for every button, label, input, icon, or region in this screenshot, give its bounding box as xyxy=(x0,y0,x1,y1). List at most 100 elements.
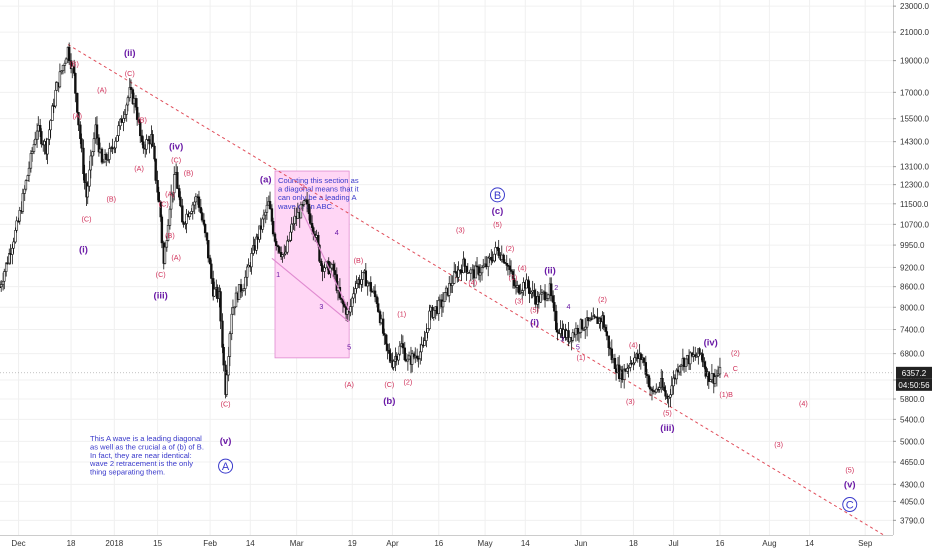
candle-body xyxy=(642,357,646,363)
candle-body xyxy=(531,290,534,293)
candle-body xyxy=(82,147,85,175)
candle-body xyxy=(321,265,324,272)
wave-label: (ii) xyxy=(124,48,136,59)
candle-body xyxy=(503,262,507,264)
wave-label: A xyxy=(724,371,729,380)
wave-label: (1) xyxy=(397,309,406,318)
candle-body xyxy=(488,256,491,259)
candle-body xyxy=(577,332,581,334)
candle-body xyxy=(163,246,167,264)
y-tick-label: 14300.0 xyxy=(900,138,929,147)
candle-body xyxy=(375,296,379,304)
candle-body xyxy=(178,188,181,198)
candle-body xyxy=(710,373,714,381)
y-tick-label: 8000.0 xyxy=(900,303,925,312)
candle-body xyxy=(419,351,422,360)
candle-body xyxy=(540,292,544,295)
y-tick-label: 3790.0 xyxy=(900,516,925,525)
wave-label: (ii) xyxy=(544,266,556,277)
candle-body xyxy=(245,266,249,278)
x-tick-label: Mar xyxy=(290,539,304,548)
candle-body xyxy=(420,344,423,353)
time-axis[interactable]: Dec 18 2018 15 Feb 14 Mar 19 Apr 16 May 14 Jun 18 Jul 1… xyxy=(11,539,872,548)
candle-body xyxy=(670,385,673,395)
candle-body xyxy=(354,288,357,295)
candle-body xyxy=(596,316,599,324)
wave-label: (A) xyxy=(134,164,144,173)
candle-body xyxy=(1,280,5,285)
candle-body xyxy=(604,326,607,332)
candle-body xyxy=(472,269,476,279)
candle-body xyxy=(140,135,144,143)
candle-body xyxy=(639,353,643,360)
candle-body xyxy=(156,180,159,193)
candle-body xyxy=(194,196,198,203)
wave-label: (A) xyxy=(344,380,354,389)
candle-body xyxy=(369,282,372,292)
candle-body xyxy=(193,201,196,206)
candle-body xyxy=(227,356,230,376)
current-price-label: 6357.2 xyxy=(902,369,927,378)
candle-body xyxy=(426,328,429,333)
candle-body xyxy=(647,375,651,387)
candle-body xyxy=(376,303,380,312)
candle-body xyxy=(701,353,704,363)
candle-body xyxy=(550,283,553,297)
wave-label: (A) xyxy=(165,189,175,198)
x-tick-label: 16 xyxy=(434,539,443,548)
candle-body xyxy=(18,210,21,222)
candle-body xyxy=(181,205,184,223)
candle-body xyxy=(497,247,500,256)
candle-body xyxy=(381,318,385,334)
candle-body xyxy=(522,282,525,291)
candle-body xyxy=(519,292,522,294)
wave-label: (iv) xyxy=(704,337,718,348)
candle-body xyxy=(506,265,510,267)
trendline[interactable] xyxy=(67,44,884,536)
y-tick-label: 21000.0 xyxy=(900,28,929,37)
wave-label: (5) xyxy=(845,466,854,475)
candle-body xyxy=(26,175,30,182)
wave-label: (B) xyxy=(106,194,116,203)
candle-body xyxy=(182,221,185,225)
candle-body xyxy=(669,394,672,398)
diagonal-highlight-box: Counting this section asa diagonal means… xyxy=(274,170,360,359)
candle-body xyxy=(67,46,71,61)
candle-body xyxy=(380,318,383,324)
candle-body xyxy=(310,223,314,228)
y-tick-label: 17000.0 xyxy=(900,88,929,97)
wave-label: (2) xyxy=(403,378,412,387)
candle-body xyxy=(676,369,680,373)
y-tick-label: 5800.0 xyxy=(900,395,925,404)
y-tick-label: 6800.0 xyxy=(900,350,925,359)
candle-body xyxy=(151,134,154,147)
wave-label: (a) xyxy=(260,174,272,185)
wave-label: (2) xyxy=(505,244,514,253)
y-tick-label: 4650.0 xyxy=(900,458,925,467)
candle-body xyxy=(352,293,355,299)
candles xyxy=(0,42,722,408)
wave-label: B xyxy=(494,190,501,202)
candle-body xyxy=(91,151,94,157)
candle-body xyxy=(664,390,667,397)
candle-body xyxy=(123,114,126,119)
candle-body xyxy=(491,259,494,262)
wave-label: 5 xyxy=(576,342,580,351)
candle-body xyxy=(613,357,617,369)
wave-label: (C) xyxy=(171,155,181,164)
candle-body xyxy=(448,283,451,296)
y-tick-label: 12300.0 xyxy=(900,181,929,190)
candle-body xyxy=(51,105,54,121)
candle-body xyxy=(281,254,284,258)
candle-body xyxy=(122,118,125,123)
candle-body xyxy=(222,346,225,366)
candle-body xyxy=(286,240,289,253)
x-tick-label: 14 xyxy=(521,539,530,548)
wave-label: (2) xyxy=(598,295,607,304)
candle-body xyxy=(508,265,512,271)
candle-body xyxy=(14,230,17,243)
candle-body xyxy=(403,347,406,361)
candle-body xyxy=(584,326,587,330)
candle-body xyxy=(704,366,707,377)
